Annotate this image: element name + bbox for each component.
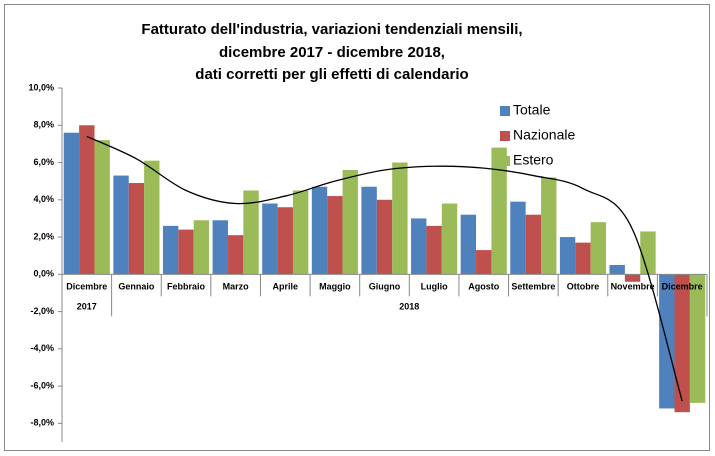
bar: [113, 175, 129, 275]
x-tick-label: Gennaio: [118, 282, 155, 292]
legend-label: Estero: [513, 152, 554, 168]
bar: [376, 199, 393, 275]
chart-title: dati corretti per gli effetti di calenda…: [195, 66, 468, 83]
y-tick-label: 8,0%: [33, 120, 54, 130]
bar: [575, 242, 591, 275]
bar: [128, 183, 145, 275]
legend-label: Totale: [513, 102, 551, 118]
bar: [609, 265, 625, 275]
bar: [277, 207, 293, 275]
x-tick-label: Dicembre: [66, 282, 107, 292]
x-tick-label: Novembre: [611, 282, 655, 292]
bar: [491, 147, 507, 275]
bar: [227, 235, 244, 275]
y-tick-label: -8,0%: [30, 418, 54, 428]
bar: [476, 250, 492, 275]
bar: [392, 162, 408, 275]
y-tick-label: 0,0%: [33, 269, 54, 279]
x-tick-label: Settembre: [511, 282, 555, 292]
y-tick-label: 6,0%: [33, 157, 54, 167]
bar: [79, 125, 95, 275]
bar: [674, 274, 690, 413]
bar: [541, 177, 557, 275]
x-tick-label: Dicembre: [662, 282, 703, 292]
bar: [327, 196, 343, 275]
x-tick-label: Giugno: [369, 282, 401, 292]
legend-swatch: [500, 156, 510, 166]
bar: [441, 203, 458, 275]
bar: [144, 160, 160, 275]
bar: [411, 218, 427, 275]
y-tick-label: 10,0%: [28, 82, 54, 92]
bar: [624, 274, 641, 282]
bar: [640, 231, 656, 275]
bar: [292, 190, 309, 275]
bar: [162, 225, 179, 275]
y-tick-label: -2,0%: [30, 306, 54, 316]
legend-label: Nazionale: [513, 127, 575, 143]
group-label: 2018: [399, 302, 419, 312]
bar: [212, 220, 228, 275]
bar: [178, 229, 194, 275]
x-tick-label: Luglio: [421, 282, 448, 292]
x-tick-label: Aprile: [273, 282, 299, 292]
chart-title: dicembre 2017 - dicembre 2018,: [219, 44, 445, 61]
y-tick-label: 2,0%: [33, 231, 54, 241]
x-tick-label: Ottobre: [567, 282, 600, 292]
group-label: 2017: [77, 302, 97, 312]
bar: [361, 186, 377, 275]
bar: [460, 214, 477, 275]
bar: [262, 203, 278, 275]
bar: [689, 274, 706, 403]
x-tick-label: Marzo: [223, 282, 250, 292]
bar: [510, 201, 526, 275]
y-tick-label: 4,0%: [33, 194, 54, 204]
x-tick-label: Maggio: [319, 282, 351, 292]
legend-swatch: [500, 131, 510, 141]
bar: [311, 186, 328, 275]
chart-title: Fatturato dell'industria, variazioni ten…: [141, 21, 522, 38]
bar: [426, 225, 442, 275]
bar: [94, 140, 110, 275]
bar: [559, 237, 576, 275]
y-tick-label: -6,0%: [30, 380, 54, 390]
x-tick-label: Febbraio: [167, 282, 206, 292]
bar: [590, 222, 607, 275]
legend-swatch: [500, 106, 510, 116]
bar: [342, 169, 358, 275]
bar: [63, 132, 80, 275]
bar: [525, 214, 542, 275]
bar: [193, 220, 210, 275]
x-tick-label: Agosto: [468, 282, 499, 292]
bar: [243, 190, 259, 275]
y-tick-label: -4,0%: [30, 343, 54, 353]
trendline: [86, 135, 683, 402]
